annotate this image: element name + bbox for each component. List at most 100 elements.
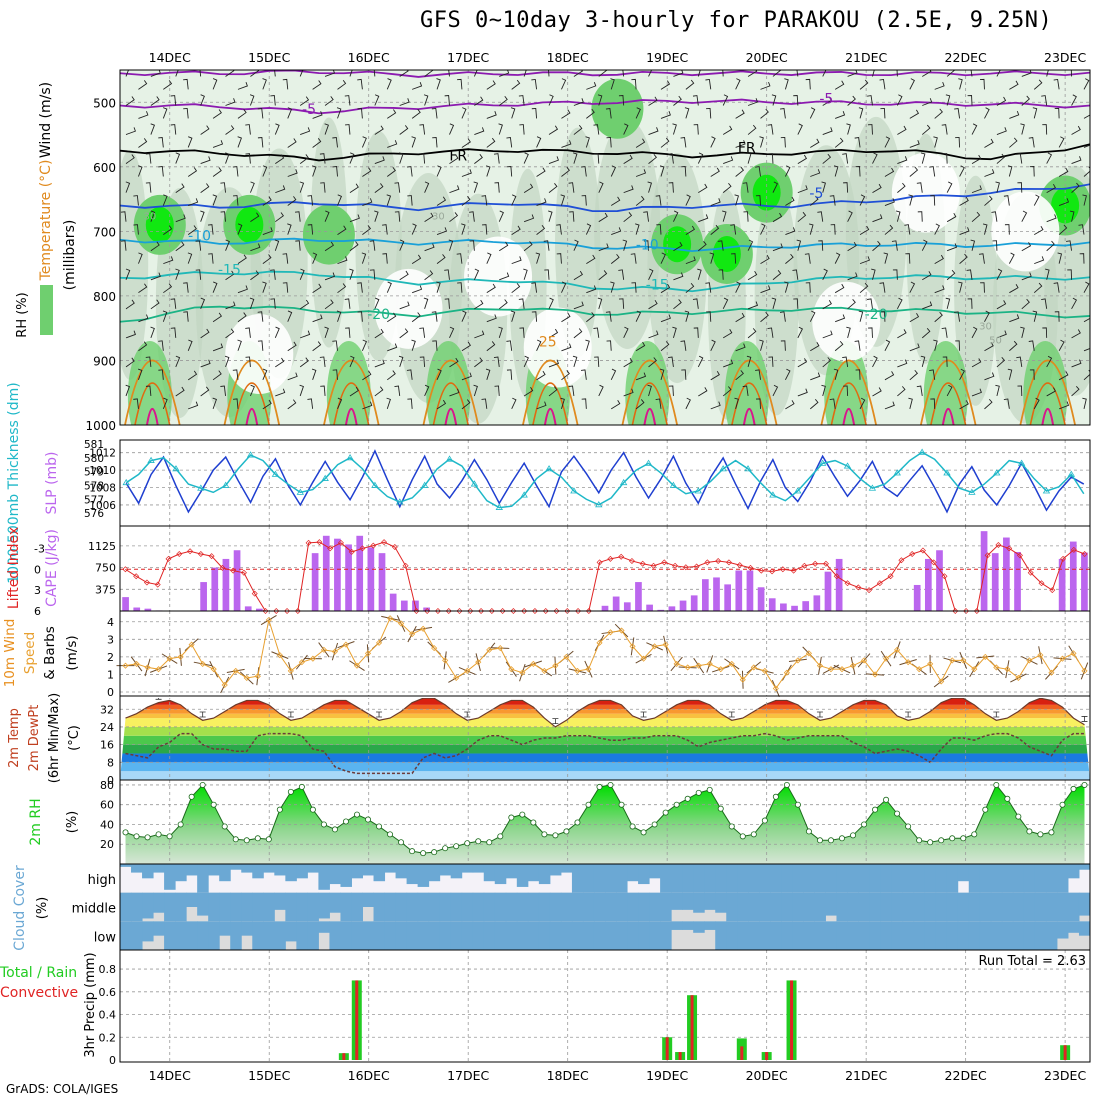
wind-barb [560, 194, 566, 206]
wind-barb [909, 313, 920, 323]
wind-barb [746, 355, 752, 368]
wind-barb [506, 369, 513, 380]
wind-barb [493, 153, 500, 164]
wind-barb [573, 124, 583, 135]
wind-speed-point [871, 671, 879, 678]
wind-barb [324, 326, 329, 339]
lifted-index-point [618, 553, 625, 560]
wind-barb [523, 355, 529, 368]
wind-barb [771, 94, 777, 106]
wind-barb [647, 384, 652, 397]
wind-barb [448, 239, 454, 251]
cloud-cell [450, 921, 463, 950]
wind-barb [1046, 240, 1055, 252]
cloud-cell [318, 864, 330, 890]
cloud-cell [704, 921, 716, 930]
wind-barb [847, 241, 857, 252]
contour-label: 50 [989, 336, 1002, 347]
wind-barb [884, 136, 891, 148]
wind-barb [373, 70, 376, 77]
cloud-cell [880, 921, 893, 950]
wind-barb [580, 369, 587, 380]
cloud-cell [285, 864, 297, 882]
wind-barb [212, 78, 218, 90]
wind-barb [485, 368, 491, 380]
wind-barb [680, 137, 687, 148]
wind-barb [735, 281, 741, 293]
wind-barb [805, 78, 811, 90]
wind-barb [506, 137, 513, 148]
cloud-cell [693, 921, 705, 933]
wind-barb [399, 70, 409, 77]
wind-barb [810, 372, 821, 381]
lifted-index-point [402, 562, 409, 569]
cloud-cell [660, 921, 672, 950]
wind-barb [473, 268, 480, 280]
wind-barb [1034, 256, 1045, 265]
wind-barb [195, 269, 202, 280]
wind-barb [225, 125, 235, 135]
temp-band [120, 753, 1090, 763]
rh2m-line [125, 783, 1085, 854]
y-tick-rh: 20 [100, 838, 114, 851]
contour-label: FR [738, 141, 756, 157]
wind-barb [145, 153, 152, 164]
lifted-index-point [1027, 569, 1034, 576]
wind-barb [1016, 153, 1023, 164]
x-tick-top-17DEC: 17DEC [447, 50, 489, 65]
wind-barb [858, 310, 864, 322]
wind-barb [785, 227, 796, 236]
wind-barb [125, 181, 131, 193]
wind-speed-point [717, 666, 724, 673]
wind-barb [573, 301, 584, 310]
cloud-cell [693, 892, 705, 913]
wind-barb [1046, 355, 1053, 368]
wind-barb [784, 78, 789, 90]
wind-barb [511, 225, 521, 235]
wind-barb [307, 195, 314, 206]
wind-barb [710, 136, 716, 148]
cloud-cell [582, 921, 595, 950]
wind-speed-point [442, 657, 449, 664]
wind-barb [684, 310, 690, 322]
wind-barb [498, 299, 508, 310]
pressure-axis-label: (millibars) [62, 220, 78, 291]
wind-barb [200, 183, 210, 194]
wind-barb [706, 311, 712, 322]
wind-barb [785, 253, 794, 264]
wind-barb [772, 181, 779, 193]
cape-bar [791, 605, 798, 611]
wind-barb [287, 196, 297, 206]
lifted-index-point [1060, 555, 1067, 562]
wind-barb [959, 165, 965, 177]
wind-speed-point [927, 660, 934, 667]
wind-barb [548, 297, 554, 310]
y-tick-thickness: 580 [84, 453, 104, 465]
cape-bar [768, 598, 776, 611]
wind-speed-point [750, 664, 757, 671]
wind-barb [722, 125, 733, 135]
isotherm-35 [543, 407, 557, 425]
wind-barb [536, 167, 546, 177]
wind-barb [859, 256, 870, 265]
cape-frame [119, 525, 1091, 612]
isotherm-25 [124, 359, 181, 425]
wind-barb [1083, 281, 1090, 293]
cape-bar [400, 600, 408, 611]
cloud-cell [549, 864, 562, 876]
wind-barb [660, 283, 671, 294]
wind-barb [424, 384, 430, 397]
wind-barb [705, 78, 712, 90]
cloud-cell [472, 864, 485, 873]
cape-bar [378, 553, 386, 611]
rh2m-point [442, 845, 449, 852]
wind-barb [1058, 136, 1065, 148]
wind-barb [138, 111, 149, 119]
cloud-cell [935, 892, 948, 922]
lifted-index-point [855, 584, 862, 591]
wind-barb [175, 355, 181, 368]
wind-barb [772, 270, 782, 281]
wind-barb [821, 384, 826, 397]
upper-air-panel [120, 70, 1090, 425]
wind-barb [905, 253, 911, 264]
